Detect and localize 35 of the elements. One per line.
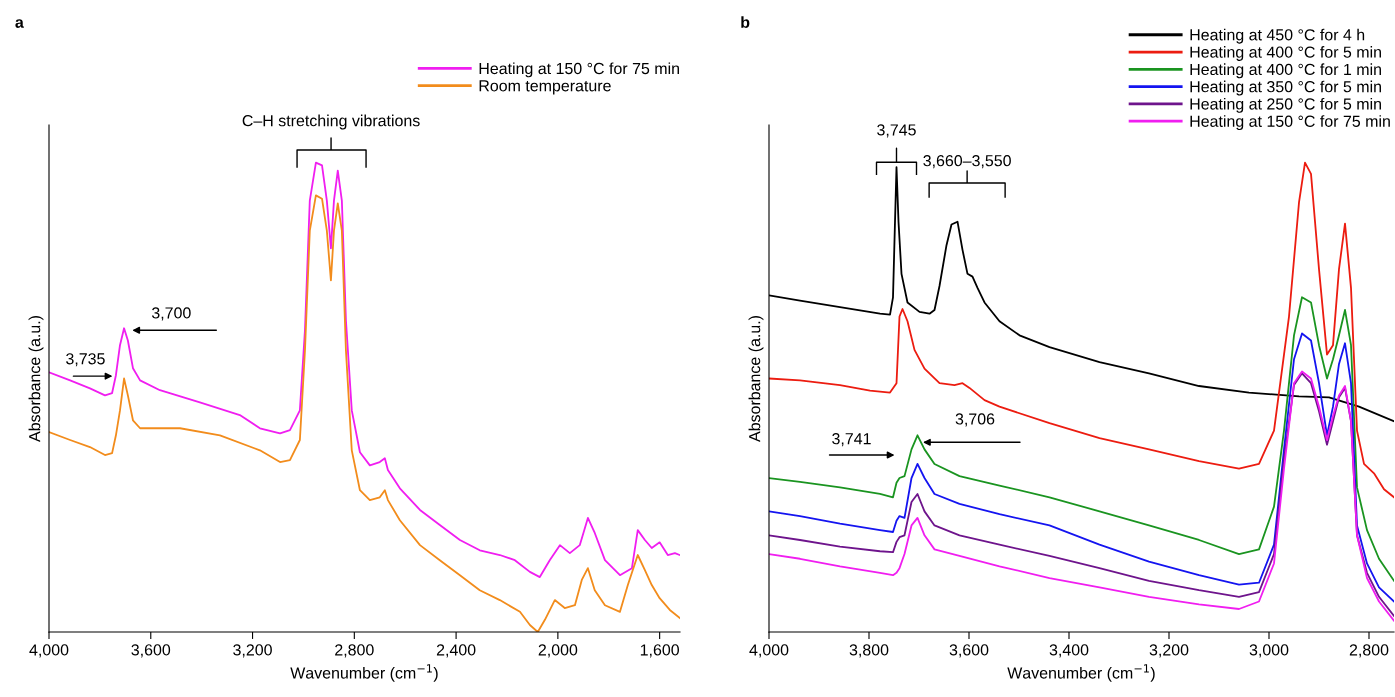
legend-label: Heating at 400 °C for 1 min: [1190, 63, 1381, 79]
chart-title: b: [741, 16, 750, 28]
x-axis-title: Wavenumber (cm$^{−1}$): [290, 664, 438, 682]
x-tick-label: 3,400: [1049, 644, 1089, 658]
text: C–H stretching vibrations: [242, 114, 420, 130]
legend-label: Heating at 350 °C for 5 min: [1190, 80, 1381, 96]
x-tick-label: 3,600: [131, 644, 171, 658]
x-tick-label: 3,200: [233, 644, 272, 658]
x-tick-label: 3,000: [1249, 644, 1289, 658]
x-tick-label: 3,600: [949, 644, 989, 658]
legend-label: Room temperature: [479, 80, 611, 95]
annotation: 3,706: [955, 413, 995, 427]
x-tick-label: 3,800: [849, 644, 889, 658]
legend-label: Heating at 400 °C for 5 min: [1190, 46, 1381, 61]
legend-label: Heating at 150 °C for 75 min: [1190, 115, 1390, 131]
legend-label: Heating at 250 °C for 5 min: [1190, 97, 1381, 113]
x-tick-label: 4,000: [29, 644, 69, 658]
legend-label: Heating at 450 °C for 4 h: [1190, 28, 1365, 44]
legend-label: Heating at 150 °C for 75 min: [479, 62, 679, 78]
annotation: 3,700: [151, 307, 191, 321]
x-tick-label: 1,600: [640, 644, 680, 658]
x-tick-label: 3,200: [1149, 644, 1189, 658]
x-axis-title: Wavenumber (cm$^{−1}$): [1007, 664, 1155, 682]
x-tick-label: 2,800: [1349, 644, 1389, 658]
annotation: 3,660–3,550: [923, 155, 1011, 169]
y-axis-title: Absorbance (a.u.): [748, 316, 764, 442]
chart-title: a: [15, 19, 24, 28]
x-tick-label: 2,400: [436, 644, 476, 658]
annotation: 3,745: [877, 124, 916, 138]
y-axis-title: Absorbance (a.u.): [28, 316, 44, 442]
annotation: 3,741: [832, 433, 871, 447]
x-tick-label: 2,800: [335, 644, 374, 658]
x-tick-label: 2,000: [538, 644, 578, 658]
annotation: 3,735: [66, 353, 105, 367]
x-tick-label: 4,000: [749, 644, 789, 658]
